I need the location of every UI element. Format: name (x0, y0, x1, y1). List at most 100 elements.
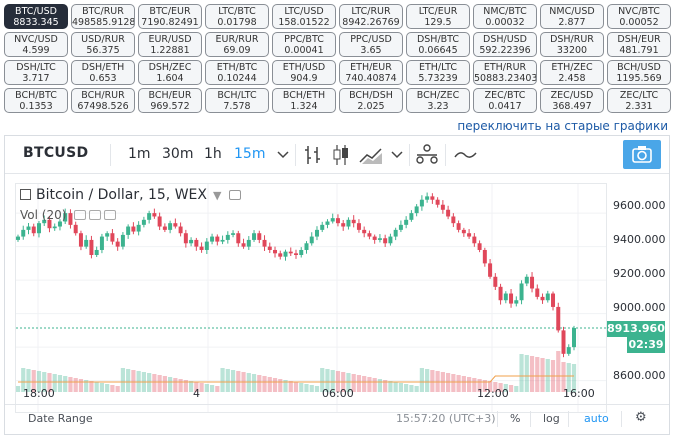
ticker-dsh-btc[interactable]: DSH/BTC 0.06645 (406, 32, 470, 57)
volume-bar (540, 358, 545, 392)
candle-body (210, 236, 215, 242)
candlestick-chart (16, 184, 606, 412)
time-axis[interactable]: 18:00 4 06:00 12:00 16:00 (15, 385, 607, 405)
area-chart-style-icon[interactable] (357, 142, 385, 168)
candle-body (194, 239, 199, 247)
ticker-pair: BCH/DSH (349, 90, 393, 101)
snapshot-button[interactable] (623, 140, 661, 169)
candle-body (21, 229, 26, 237)
ticker-price: 368.497 (552, 101, 592, 112)
ticker-eth-eur[interactable]: ETH/EUR 740.40874 (339, 60, 403, 85)
interval-1h[interactable]: 1h (204, 146, 222, 162)
ticker-bch-dsh[interactable]: BCH/DSH 2.025 (339, 88, 403, 113)
candle-body (262, 239, 267, 247)
interval-30m[interactable]: 30m (162, 146, 194, 162)
candle-body (42, 219, 47, 224)
toolbar-divider (445, 144, 446, 166)
switch-old-charts-link[interactable]: переключить на старые графики (457, 119, 668, 133)
candle-body (299, 249, 304, 255)
ticker-ltc-rur[interactable]: LTC/RUR 8942.26769 (339, 4, 403, 29)
ticker-ltc-eur[interactable]: LTC/EUR 129.5 (406, 4, 470, 29)
interval-1m[interactable]: 1m (128, 146, 151, 162)
price-axis[interactable]: 9600.000 9400.000 9200.000 9000.000 8600.000… (607, 183, 669, 413)
legend-settings-icon[interactable] (229, 190, 242, 200)
ticker-eth-usd[interactable]: ETH/USD 904.9 (272, 60, 336, 85)
compare-icon[interactable] (452, 142, 480, 168)
percent-scale-toggle[interactable]: % (510, 412, 521, 425)
ticker-nmc-usd[interactable]: NMC/USD 2.877 (540, 4, 604, 29)
interval-dropdown-icon[interactable] (269, 142, 297, 168)
ticker-zec-btc[interactable]: ZEC/BTC 0.0417 (473, 88, 537, 113)
price-pane[interactable]: Bitcoin / Dollar, 15, WEX ▼ Vol (20) (15, 183, 607, 413)
ticker-eth-rur[interactable]: ETH/RUR 50883.23403 (473, 60, 537, 85)
auto-scale-toggle[interactable]: auto (584, 412, 609, 425)
bar-chart-style-icon[interactable] (299, 142, 327, 168)
ticker-ppc-usd[interactable]: PPC/USD 3.65 (339, 32, 403, 57)
volume-bar (251, 374, 257, 392)
volume-bar (503, 384, 508, 392)
interval-15m[interactable]: 15m (234, 146, 266, 162)
log-scale-toggle[interactable]: log (543, 412, 560, 425)
ticker-bch-btc[interactable]: BCH/BTC 0.1353 (4, 88, 68, 113)
volume-bar (262, 376, 267, 392)
ticker-eth-ltc[interactable]: ETH/LTC 5.73239 (406, 60, 470, 85)
volume-bar (204, 384, 209, 392)
candle-body (110, 233, 115, 242)
ticker-dsh-usd[interactable]: DSH/USD 592.22396 (473, 32, 537, 57)
toolbar-divider (409, 144, 410, 166)
study-remove-icon[interactable] (104, 210, 117, 220)
ticker-btc-usd[interactable]: BTC/USD 8833.345 (4, 4, 68, 29)
ticker-eth-btc[interactable]: ETH/BTC 0.10244 (205, 60, 269, 85)
ticker-dsh-ltc[interactable]: DSH/LTC 3.717 (4, 60, 68, 85)
ticker-dsh-eth[interactable]: DSH/ETH 0.653 (71, 60, 135, 85)
indicators-icon[interactable] (413, 142, 441, 168)
ticker-btc-rur[interactable]: BTC/RUR 498585.9128 (71, 4, 135, 29)
legend-dropdown-icon[interactable]: ▼ (212, 189, 222, 202)
volume-bar (493, 382, 498, 392)
ticker-eth-zec[interactable]: ETH/ZEC 2.458 (540, 60, 604, 85)
ticker-nmc-btc[interactable]: NMC/BTC 0.00032 (473, 4, 537, 29)
ticker-ppc-btc[interactable]: PPC/BTC 0.00041 (272, 32, 336, 57)
volume-bar (115, 386, 120, 392)
ticker-usd-rur[interactable]: USD/RUR 56.375 (71, 32, 135, 57)
collapse-legend-icon[interactable] (20, 189, 31, 200)
ticker-nvc-usd[interactable]: NVC/USD 4.599 (4, 32, 68, 57)
candle-body (451, 216, 456, 224)
ticker-nvc-btc[interactable]: NVC/BTC 0.00052 (607, 4, 671, 29)
candle-chart-style-icon[interactable] (327, 142, 355, 168)
ticker-ltc-btc[interactable]: LTC/BTC 0.01798 (205, 4, 269, 29)
ticker-zec-usd[interactable]: ZEC/USD 368.497 (540, 88, 604, 113)
study-hide-icon[interactable] (89, 210, 102, 220)
ticker-bch-eur[interactable]: BCH/EUR 969.572 (138, 88, 202, 113)
volume-bar (299, 383, 304, 392)
ticker-dsh-zec[interactable]: DSH/ZEC 1.604 (138, 60, 202, 85)
volume-bar (461, 376, 466, 392)
ticker-bch-usd[interactable]: BCH/USD 1195.569 (607, 60, 671, 85)
ticker-pair: LTC/EUR (418, 6, 458, 17)
ticker-eur-rur[interactable]: EUR/RUR 69.09 (205, 32, 269, 57)
volume-bar (278, 379, 283, 392)
candle-body (246, 239, 251, 247)
ticker-eur-usd[interactable]: EUR/USD 1.22881 (138, 32, 202, 57)
candle-body (241, 243, 246, 247)
ticker-bch-ltc[interactable]: BCH/LTC 7.578 (205, 88, 269, 113)
candle-body (398, 224, 403, 230)
ticker-btc-eur[interactable]: BTC/EUR 7190.82491 (138, 4, 202, 29)
ticker-bch-zec[interactable]: BCH/ZEC 3.23 (406, 88, 470, 113)
candle-body (157, 216, 162, 227)
ticker-bch-rur[interactable]: BCH/RUR 67498.526 (71, 88, 135, 113)
ticker-bch-eth[interactable]: BCH/ETH 1.324 (272, 88, 336, 113)
candle-body (530, 276, 535, 289)
ticker-dsh-eur[interactable]: DSH/EUR 481.791 (607, 32, 671, 57)
ticker-price: 0.653 (89, 73, 117, 84)
settings-gear-icon[interactable]: ⚙ (635, 410, 647, 425)
ticker-ltc-usd[interactable]: LTC/USD 158.01522 (272, 4, 336, 29)
chart-style-dropdown-icon[interactable] (383, 142, 411, 168)
symbol-search[interactable]: BTCUSD (23, 145, 89, 161)
date-range-button[interactable]: Date Range (28, 412, 93, 425)
ticker-price: 0.00052 (619, 17, 659, 28)
ticker-dsh-rur[interactable]: DSH/RUR 33200 (540, 32, 604, 57)
camera-icon (632, 146, 652, 163)
ticker-zec-ltc[interactable]: ZEC/LTC 2.331 (607, 88, 671, 113)
study-settings-icon[interactable] (74, 210, 87, 220)
